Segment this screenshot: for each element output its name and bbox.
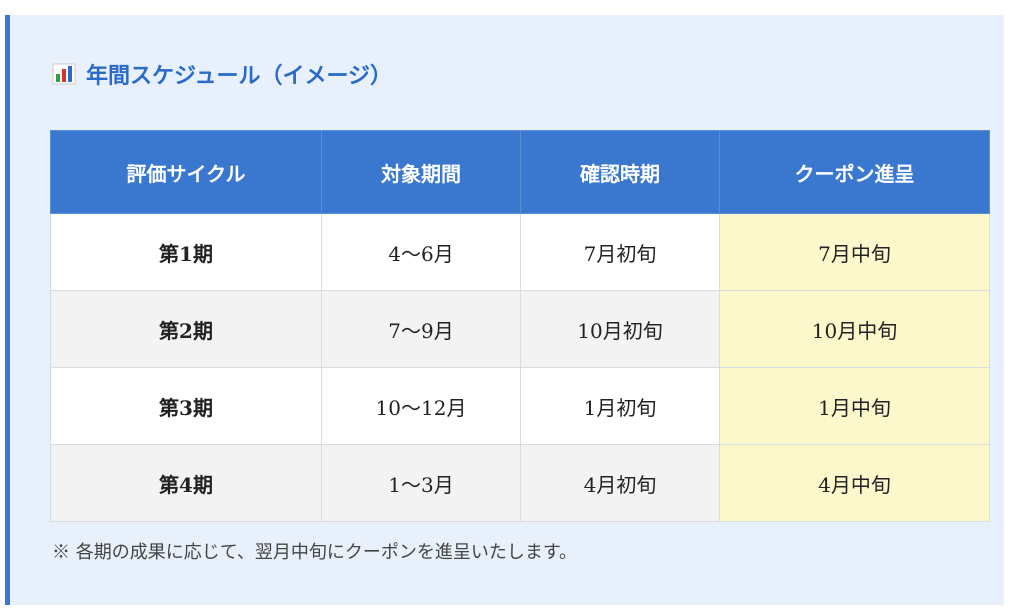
column-header: 対象期間 bbox=[321, 130, 521, 214]
table-cell: 4月中旬 bbox=[719, 444, 990, 522]
table-cell: 10〜12月 bbox=[321, 367, 521, 445]
table-cell: 1〜3月 bbox=[321, 444, 521, 522]
table-row: 第2期 7〜9月 10月初旬 10月中旬 bbox=[50, 290, 990, 368]
table-cell: 第2期 bbox=[50, 290, 322, 368]
schedule-table: 評価サイクル 対象期間 確認時期 クーポン進呈 第1期 4〜6月 7月初旬 7月中旬 第2期 7… bbox=[50, 130, 990, 522]
table-cell: 7月中旬 bbox=[719, 213, 990, 291]
table-cell: 第4期 bbox=[50, 444, 322, 522]
table-cell: 10月中旬 bbox=[719, 290, 990, 368]
column-header: 評価サイクル bbox=[50, 130, 322, 214]
table-cell: 7〜9月 bbox=[321, 290, 521, 368]
table-cell: 10月初旬 bbox=[520, 290, 720, 368]
table-cell: 第3期 bbox=[50, 367, 322, 445]
table-cell: 7月初旬 bbox=[520, 213, 720, 291]
table-body: 第1期 4〜6月 7月初旬 7月中旬 第2期 7〜9月 10月初旬 10月中旬 第3期 10〜12… bbox=[50, 213, 990, 522]
table-row: 第4期 1〜3月 4月初旬 4月中旬 bbox=[50, 444, 990, 522]
title: 年間スケジュール（イメージ） bbox=[86, 63, 393, 89]
table-cell: 第1期 bbox=[50, 213, 322, 291]
column-header: 確認時期 bbox=[520, 130, 720, 214]
header-row: 評価サイクル 対象期間 確認時期 クーポン進呈 bbox=[50, 130, 990, 214]
note: ※ 各期の成果に応じて、翌月中旬にクーポンを進呈いたします。 bbox=[52, 542, 578, 563]
table-row: 第1期 4〜6月 7月初旬 7月中旬 bbox=[50, 213, 990, 291]
table-cell: 1月初旬 bbox=[520, 367, 720, 445]
table-cell: 4〜6月 bbox=[321, 213, 521, 291]
table-cell: 4月初旬 bbox=[520, 444, 720, 522]
schedule-box: 年間スケジュール（イメージ） 評価サイクル 対象期間 確認時期 クーポン進呈 第1期 4… bbox=[5, 15, 1004, 605]
title-row: 年間スケジュール（イメージ） bbox=[52, 57, 392, 91]
chart-icon bbox=[52, 63, 76, 85]
table-cell: 1月中旬 bbox=[719, 367, 990, 445]
table-row: 第3期 10〜12月 1月初旬 1月中旬 bbox=[50, 367, 990, 445]
column-header: クーポン進呈 bbox=[719, 130, 990, 214]
